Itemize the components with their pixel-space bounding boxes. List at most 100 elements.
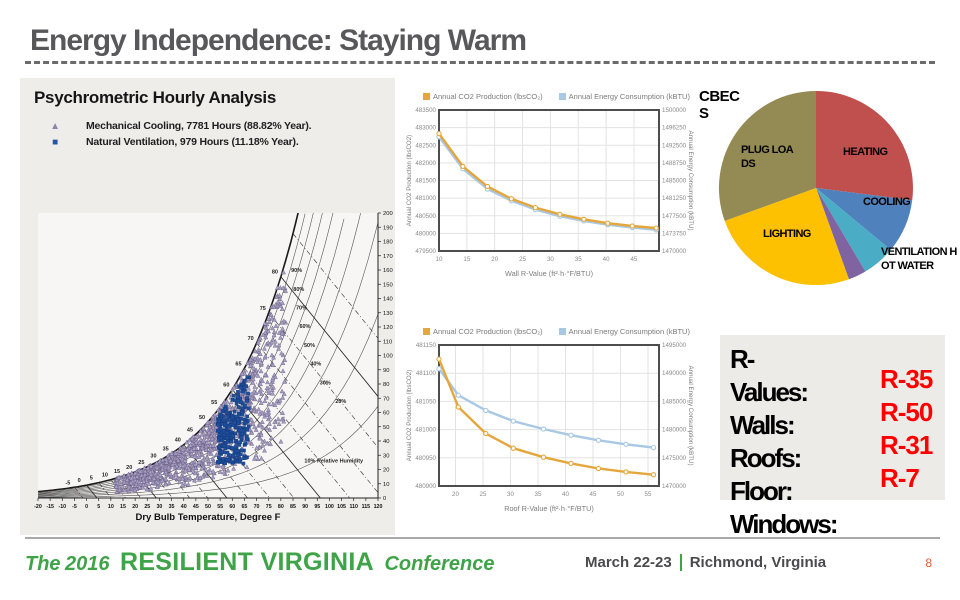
svg-text:40: 40 <box>181 504 187 510</box>
svg-text:40: 40 <box>383 439 389 445</box>
svg-text:482000: 482000 <box>415 160 436 167</box>
svg-text:70: 70 <box>254 504 260 510</box>
roof-rvalue-chart: 480900 480950 481000 481050 481100 481150 1470… <box>406 342 694 513</box>
roof-chart-legend: Annual CO2 Production (lbsCO₂) Annual Ene… <box>423 325 695 337</box>
svg-text:10: 10 <box>436 256 443 263</box>
svg-text:40%: 40% <box>310 362 321 368</box>
svg-text:40: 40 <box>603 256 610 263</box>
legend-label: Annual CO2 Production (lbsCO₂) <box>433 91 543 101</box>
svg-text:20: 20 <box>491 256 498 263</box>
svg-text:110: 110 <box>383 339 392 345</box>
svg-text:479500: 479500 <box>415 248 436 255</box>
legend-label: Annual Energy Consumption (kBTU) <box>568 326 690 336</box>
svg-text:0: 0 <box>85 504 88 510</box>
legend-swatch-icon <box>423 92 430 100</box>
svg-text:Annual Energy Consumption (kBT: Annual Energy Consumption (kBTU) <box>687 365 694 465</box>
svg-text:30: 30 <box>150 454 156 460</box>
legend-item: Annual CO2 Production (lbsCO₂) <box>423 92 543 101</box>
svg-text:120: 120 <box>383 325 393 331</box>
legend-swatch-icon <box>423 327 430 335</box>
legend-item-mechanical-cooling: ▲ Mechanical Cooling, 7781 Hours (88.82%… <box>48 118 395 134</box>
svg-text:80: 80 <box>278 504 284 510</box>
svg-text:-15: -15 <box>46 504 54 510</box>
svg-text:180: 180 <box>383 240 393 246</box>
svg-text:1470000: 1470000 <box>662 483 687 490</box>
svg-text:80: 80 <box>383 382 389 388</box>
svg-text:150: 150 <box>383 282 393 288</box>
svg-text:1470000: 1470000 <box>662 248 687 255</box>
psychrometric-panel: Psychrometric Hourly Analysis ▲ Mechanic… <box>20 78 395 535</box>
svg-text:130: 130 <box>383 311 393 317</box>
svg-text:45: 45 <box>193 504 199 510</box>
svg-text:0: 0 <box>383 496 386 502</box>
rvalues-panel: R-Values: Walls: Roofs: Floor: Windows: … <box>720 335 945 539</box>
pie-slice-plug-loads <box>718 90 816 221</box>
svg-text:10: 10 <box>102 473 108 479</box>
svg-text:0: 0 <box>78 478 81 484</box>
svg-text:160: 160 <box>383 268 393 274</box>
svg-text:480000: 480000 <box>415 230 436 237</box>
svg-text:90%: 90% <box>291 268 302 274</box>
svg-text:1477500: 1477500 <box>662 213 687 220</box>
svg-text:480500: 480500 <box>415 213 436 220</box>
svg-text:1500000: 1500000 <box>662 107 687 114</box>
svg-text:-5: -5 <box>65 480 70 486</box>
legend-item: Annual Energy Consumption (kBTU) <box>558 91 690 101</box>
cbecs-pie-block: CBECS HEATING COOLING VENTILATION HOT WA… <box>695 82 960 300</box>
rvalues-values: R-35 R-50 R-31 R-7 <box>880 363 938 500</box>
footer: The 2016 RESILIENT VIRGINIA Conference M… <box>25 548 895 577</box>
page-number: 8 <box>925 556 932 570</box>
svg-text:1480000: 1480000 <box>662 427 687 434</box>
svg-text:483500: 483500 <box>415 107 436 114</box>
rvalue-label-floor: Floor: <box>730 476 794 506</box>
conference-date: March 22-23 <box>585 554 672 571</box>
svg-text:481000: 481000 <box>415 195 436 202</box>
svg-text:70: 70 <box>248 336 254 342</box>
svg-text:60: 60 <box>383 411 389 417</box>
rvalues-title: R-Values: <box>730 344 809 407</box>
svg-text:140: 140 <box>383 297 393 303</box>
svg-text:115: 115 <box>362 504 371 510</box>
svg-text:105: 105 <box>337 504 346 510</box>
svg-text:Annual CO2 Production (lbsCO2): Annual CO2 Production (lbsCO2) <box>406 135 413 226</box>
svg-text:1492500: 1492500 <box>662 142 687 149</box>
svg-text:110: 110 <box>349 504 358 510</box>
svg-text:1496250: 1496250 <box>662 125 687 132</box>
rvalue-label-roofs: Roofs: <box>730 443 802 473</box>
svg-text:55: 55 <box>645 491 652 498</box>
legend-item-natural-ventilation: ■ Natural Ventilation, 979 Hours (11.18%… <box>48 134 395 150</box>
legend-label: Natural Ventilation, 979 Hours (11.18% Y… <box>86 136 299 148</box>
svg-text:20: 20 <box>452 491 459 498</box>
pie-label-lighting: LIGHTING <box>763 228 811 240</box>
svg-text:45: 45 <box>630 256 637 263</box>
legend-label: Annual Energy Consumption (kBTU) <box>568 91 690 101</box>
svg-text:30: 30 <box>383 453 389 459</box>
svg-text:15: 15 <box>463 256 470 263</box>
psychrometric-chart: -20 -15 -10 -5 0 5 10 15 20 25 30 35 40 45 50 55 60 65 70 7… <box>34 211 393 523</box>
rvalue-roofs: R-50 <box>880 397 933 427</box>
svg-text:80: 80 <box>272 270 278 276</box>
pie-slice-hot-water <box>816 188 866 280</box>
svg-text:100: 100 <box>383 354 393 360</box>
svg-text:35: 35 <box>575 256 582 263</box>
svg-text:481000: 481000 <box>415 427 436 434</box>
rvalues-labels: R-Values: Walls: Roofs: Floor: Windows: <box>730 343 880 539</box>
title-underline <box>25 61 935 64</box>
svg-text:Wall R-Value (ft²·h·°F/BTU): Wall R-Value (ft²·h·°F/BTU) <box>505 269 593 278</box>
wall-rvalue-chart: 479500 480000 480500 481000 481500 482000 4825… <box>406 107 694 278</box>
pie-slice-ventilation <box>816 188 891 272</box>
svg-text:10: 10 <box>383 482 389 488</box>
svg-text:65: 65 <box>235 361 241 367</box>
svg-text:50: 50 <box>205 504 211 510</box>
svg-text:20: 20 <box>383 468 389 474</box>
svg-text:1485000: 1485000 <box>662 398 687 405</box>
cbecs-pie-chart <box>718 90 913 286</box>
svg-text:Annual Energy Consumption (kBT: Annual Energy Consumption (kBTU) <box>687 130 694 230</box>
psychrometric-title: Psychrometric Hourly Analysis <box>34 88 276 107</box>
pie-title: CBECS <box>699 88 740 123</box>
svg-text:1488750: 1488750 <box>662 160 687 167</box>
svg-text:30: 30 <box>156 504 162 510</box>
svg-text:50: 50 <box>199 415 205 421</box>
svg-text:50: 50 <box>617 491 624 498</box>
pie-label-heating: HEATING <box>843 146 888 158</box>
